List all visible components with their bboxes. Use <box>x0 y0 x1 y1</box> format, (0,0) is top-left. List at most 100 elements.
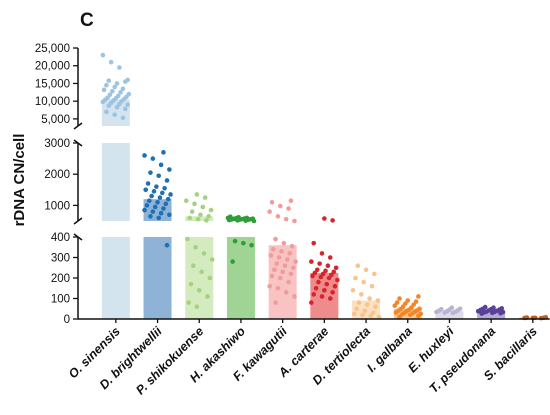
data-point-p-shikokuense <box>200 204 206 210</box>
data-point-p-shikokuense <box>186 300 191 305</box>
data-point-d-tertiolecta <box>361 279 366 285</box>
data-point-d-brightwellii <box>158 162 164 168</box>
data-point-d-brightwellii <box>148 170 153 175</box>
data-point-d-tertiolecta <box>367 296 372 301</box>
data-point-d-brightwellii <box>157 195 163 200</box>
data-point-f-kawagutii <box>272 267 277 273</box>
bar-o-sinensis-seg1 <box>101 143 130 221</box>
data-point-p-shikokuense <box>208 207 214 213</box>
data-point-p-shikokuense <box>205 294 210 299</box>
data-point-a-carterae <box>332 283 338 289</box>
data-point-o-sinensis <box>114 81 120 86</box>
data-point-a-carterae <box>335 277 340 283</box>
data-point-p-shikokuense <box>201 251 207 256</box>
data-point-a-carterae <box>327 255 333 260</box>
data-point-a-carterae <box>325 263 331 269</box>
bar-t-pseudonana <box>477 310 506 319</box>
panel-label: C <box>80 10 94 31</box>
data-point-o-sinensis <box>112 112 117 117</box>
data-point-d-brightwellii <box>158 210 164 216</box>
data-point-i-galbana <box>392 303 398 308</box>
axis-break-mark-0 <box>73 217 83 225</box>
data-point-d-tertiolecta <box>373 304 378 310</box>
data-point-h-akashiwo <box>235 218 240 223</box>
data-point-f-kawagutii <box>283 290 289 295</box>
data-point-p-shikokuense <box>183 198 189 204</box>
data-point-p-shikokuense <box>209 257 215 262</box>
data-point-h-akashiwo <box>226 217 232 223</box>
data-point-d-brightwellii <box>167 212 172 218</box>
data-point-f-kawagutii <box>285 257 290 262</box>
data-point-t-pseudonana <box>490 310 495 316</box>
data-point-d-tertiolecta <box>351 311 357 317</box>
data-point-f-kawagutii <box>277 275 283 281</box>
data-point-h-akashiwo <box>243 218 248 223</box>
data-point-d-brightwellii <box>148 214 153 219</box>
data-point-d-tertiolecta <box>362 308 368 314</box>
y-tick-label-15000: 15,000 <box>35 78 70 90</box>
data-point-p-shikokuense <box>202 195 208 200</box>
data-point-p-shikokuense <box>194 192 200 197</box>
data-point-f-kawagutii <box>273 300 278 305</box>
data-point-a-carterae <box>326 275 332 281</box>
bar-f-kawagutii <box>268 245 297 319</box>
data-point-d-tertiolecta <box>372 271 377 277</box>
axis-break-mark-1 <box>73 139 83 147</box>
data-point-a-carterae <box>311 240 317 246</box>
data-point-p-shikokuense <box>191 263 196 269</box>
data-point-a-carterae <box>322 288 327 293</box>
data-point-e-huxleyi <box>434 309 439 315</box>
data-point-d-brightwellii <box>161 206 166 211</box>
data-point-o-sinensis <box>123 79 128 84</box>
data-point-d-brightwellii <box>152 204 158 210</box>
bar-h-akashiwo <box>226 237 255 319</box>
data-point-o-sinensis <box>118 90 123 95</box>
data-point-h-akashiwo <box>251 218 257 224</box>
data-point-d-brightwellii <box>156 215 162 221</box>
data-point-o-sinensis <box>125 102 130 108</box>
data-point-f-kawagutii <box>268 253 274 258</box>
bar-i-galbana <box>393 308 422 319</box>
data-point-a-carterae <box>322 216 327 221</box>
data-point-f-kawagutii <box>281 240 287 246</box>
data-point-i-galbana <box>393 310 399 315</box>
data-point-f-kawagutii <box>292 294 297 299</box>
data-point-f-kawagutii <box>276 255 282 260</box>
data-point-p-shikokuense <box>192 201 197 207</box>
data-point-a-carterae <box>316 279 321 285</box>
y-axis-label: rDNA CN/cell <box>11 134 28 227</box>
data-point-h-akashiwo <box>232 238 238 244</box>
data-point-f-kawagutii <box>274 261 280 266</box>
data-point-d-tertiolecta <box>354 306 359 312</box>
points-layer <box>100 52 549 321</box>
data-point-p-shikokuense <box>199 269 204 275</box>
data-point-f-kawagutii <box>277 203 283 209</box>
data-point-h-akashiwo <box>230 259 235 264</box>
data-point-f-kawagutii <box>269 273 275 279</box>
data-point-d-tertiolecta <box>368 313 374 319</box>
data-point-p-shikokuense <box>204 218 209 223</box>
data-point-o-sinensis <box>101 87 107 93</box>
data-point-f-kawagutii <box>287 251 293 256</box>
data-point-o-sinensis <box>112 84 117 90</box>
y-tick-label-0: 0 <box>64 314 70 326</box>
data-point-f-kawagutii <box>275 214 281 219</box>
data-point-a-carterae <box>333 265 339 271</box>
data-point-f-kawagutii <box>282 263 288 269</box>
data-point-d-brightwellii <box>164 178 170 183</box>
data-point-d-brightwellii <box>163 201 169 207</box>
data-point-o-sinensis <box>120 86 126 92</box>
data-point-a-carterae <box>317 261 322 266</box>
y-tick-label-5000: 5,000 <box>41 114 70 126</box>
data-point-d-tertiolecta <box>363 267 369 273</box>
data-point-o-sinensis <box>123 106 128 112</box>
data-point-d-tertiolecta <box>356 300 362 305</box>
data-point-i-galbana <box>397 314 402 320</box>
data-point-f-kawagutii <box>270 247 276 252</box>
y-tick-label-10000: 10,000 <box>35 96 70 108</box>
data-point-d-tertiolecta <box>350 288 356 293</box>
data-point-t-pseudonana <box>498 310 503 316</box>
data-point-o-sinensis <box>106 103 112 109</box>
data-point-d-tertiolecta <box>376 314 382 320</box>
